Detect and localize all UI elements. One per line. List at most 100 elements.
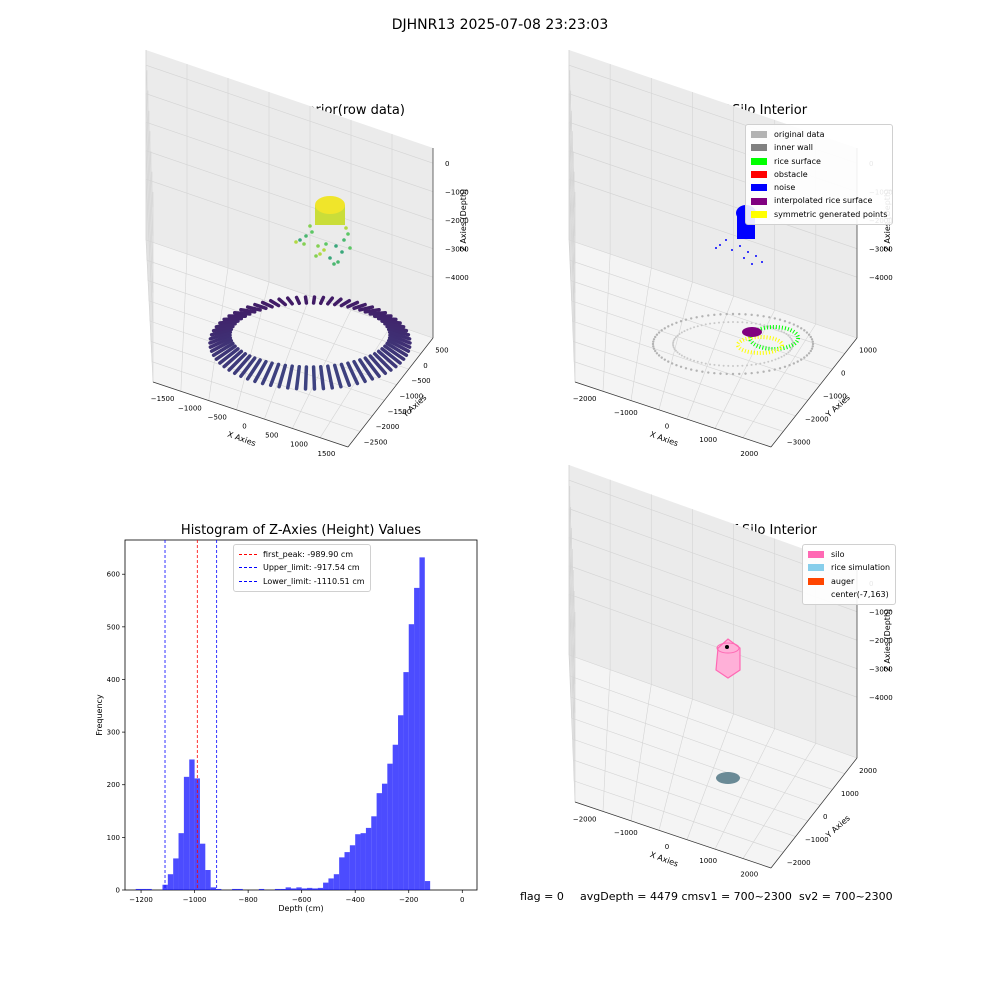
x-tick-label: 500 <box>265 432 278 440</box>
status-avg-depth: avgDepth = 4479 cmsv1 = 700~2300 <box>580 890 792 903</box>
data-point-original <box>788 321 791 324</box>
data-point-streak <box>368 354 388 376</box>
data-point-original <box>672 344 675 347</box>
data-point-noise <box>739 245 741 247</box>
histogram-bar <box>216 888 222 890</box>
x-tick-label: 1000 <box>290 441 308 449</box>
data-point-original <box>719 313 722 316</box>
data-point-streak <box>214 344 237 361</box>
histogram-bar <box>194 778 200 890</box>
histogram-bar <box>141 888 147 890</box>
x-tick-label: −1000 <box>183 896 207 904</box>
data-point-original <box>652 338 656 341</box>
floor-grid-line <box>147 280 409 370</box>
data-point-streak <box>294 364 302 391</box>
data-point-noise <box>743 257 745 259</box>
data-point-original <box>709 322 712 325</box>
data-point-original <box>673 337 676 340</box>
floor-grid-line <box>714 728 775 850</box>
legend-item: first_peak: -989.90 cm <box>239 548 365 561</box>
data-point-streak <box>260 361 274 386</box>
side-grid-line <box>145 93 154 236</box>
data-point-original <box>672 343 674 345</box>
histogram-bar <box>403 672 409 890</box>
symmetric-points <box>736 335 784 355</box>
data-point-original <box>780 355 783 358</box>
legend-line <box>239 554 257 556</box>
x-tick-label: −800 <box>239 896 258 904</box>
back-pane <box>569 465 857 758</box>
data-point-original <box>651 342 655 346</box>
histogram-bar <box>355 834 361 890</box>
data-point-streak <box>268 362 281 388</box>
histogram-bar <box>414 587 420 890</box>
x-tick-label: −200 <box>399 896 418 904</box>
data-point-original <box>713 313 716 317</box>
data-point-streak <box>368 310 388 316</box>
histogram-bar <box>199 843 206 890</box>
floor-grid-line <box>630 684 652 821</box>
data-point-original <box>722 321 725 324</box>
data-point-original <box>756 371 759 374</box>
y-tick-label: 0 <box>823 813 827 821</box>
side-grid-line <box>145 65 154 208</box>
histogram-bar <box>232 888 238 890</box>
data-point-original <box>763 361 766 364</box>
data-point-streak <box>363 308 381 314</box>
data-point-original <box>736 321 739 324</box>
data-point-original <box>770 326 773 329</box>
data-point-streak <box>380 319 402 325</box>
data-point-original <box>762 370 765 373</box>
legend-label: Upper_limit: -917.54 cm <box>263 563 360 573</box>
data-point-original <box>672 341 675 344</box>
x-tick-label: 1500 <box>317 450 335 458</box>
side-grid-line <box>568 537 576 685</box>
histogram-bar <box>307 887 313 890</box>
back-grid-line <box>145 178 434 278</box>
data-point-original <box>756 314 759 317</box>
histogram-bar <box>146 888 152 890</box>
data-point-streak <box>376 316 398 322</box>
y-tick-label: −2000 <box>787 859 811 867</box>
data-point-original <box>719 372 722 375</box>
data-point-original <box>789 349 792 352</box>
legend-item: rice surface <box>751 155 887 168</box>
data-point-streak <box>232 354 252 376</box>
data-point-original <box>725 312 728 316</box>
data-point-streak <box>352 359 367 384</box>
floor-grid-line <box>180 253 188 392</box>
data-point-streak <box>268 298 281 308</box>
histogram-bar <box>258 888 265 890</box>
y-tick-label: 600 <box>107 571 120 579</box>
data-point-original <box>667 360 670 363</box>
data-point-original <box>811 345 814 348</box>
data-point-streak <box>386 338 411 353</box>
data-point-original <box>732 321 734 323</box>
data-point <box>316 244 320 248</box>
y-tick-label: 100 <box>107 834 120 842</box>
floor-grid-line <box>570 696 833 790</box>
z-tick-label: −2000 <box>869 637 893 645</box>
data-point-streak <box>214 322 237 329</box>
data-point-streak <box>303 365 309 391</box>
legend-line <box>239 580 257 582</box>
data-point-original <box>805 354 809 357</box>
legend-label: Lower_limit: -1110.51 cm <box>263 576 365 586</box>
data-point-cluster <box>315 196 345 214</box>
data-point-original <box>754 363 757 366</box>
data-point <box>298 238 302 242</box>
x-axis-label: Depth (cm) <box>278 904 323 913</box>
data-point-streak <box>227 352 248 372</box>
data-point-original <box>732 365 734 367</box>
histogram-bar <box>344 852 350 890</box>
silo-shape <box>715 638 741 679</box>
data-point-original <box>675 321 678 324</box>
data-point-original <box>689 358 692 361</box>
floor-grid-line <box>568 239 858 339</box>
data-point-original <box>675 364 678 367</box>
data-point-streak <box>339 362 352 388</box>
data-point-original <box>684 367 688 370</box>
data-point-original <box>652 345 655 348</box>
floor-grid-line <box>686 295 734 420</box>
